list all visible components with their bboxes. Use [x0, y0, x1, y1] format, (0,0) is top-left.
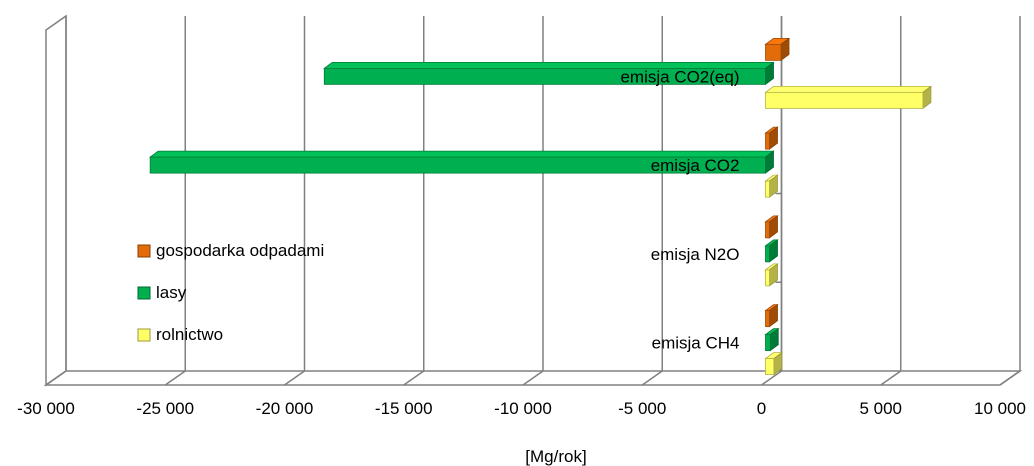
category-label: emisja N2O — [651, 245, 740, 264]
category-labels: emisja CO2(eq) emisja CO2 emisja N2O emisja… — [620, 67, 739, 352]
x-tick-label: 5 000 — [859, 399, 902, 418]
legend-label: gospodarka odpadami — [156, 241, 324, 260]
bar-rolnictwo-3 — [764, 263, 779, 287]
x-tick-label: -5 000 — [618, 399, 666, 418]
x-tick-label: -25 000 — [136, 399, 194, 418]
x-tick-label: 0 — [757, 399, 766, 418]
x-tick-label: -20 000 — [256, 399, 314, 418]
bar-rolnictwo-2 — [764, 174, 779, 198]
category-label: emisja CO2 — [651, 156, 740, 175]
bar-lasy-2 — [148, 150, 775, 174]
bar-lasy-4 — [764, 327, 780, 352]
bar-gospodarka-odpadami-3 — [764, 215, 779, 239]
legend-item: rolnictwo — [137, 325, 223, 344]
x-axis-tick-labels: -30 000 -25 000 -20 000 -15 000 -10 000 -5 00… — [17, 399, 1026, 418]
legend-swatch — [137, 244, 151, 258]
left-wall — [45, 14, 67, 387]
bar-lasy-3 — [764, 239, 779, 263]
x-tick-label: -15 000 — [375, 399, 433, 418]
gridline-floor — [403, 370, 425, 386]
bar-rolnictwo-4 — [764, 351, 784, 376]
legend-label: rolnictwo — [156, 325, 223, 344]
bars — [148, 37, 933, 376]
legend-label: lasy — [156, 283, 187, 302]
bar-gospodarka-odpadami-1 — [764, 37, 791, 62]
gridline-floor — [45, 370, 67, 386]
gridline-floor — [284, 370, 305, 386]
legend-item: gospodarka odpadami — [137, 241, 324, 260]
x-tick-label: -10 000 — [494, 399, 552, 418]
legend-item: lasy — [137, 283, 187, 302]
x-tick-label: -30 000 — [17, 399, 75, 418]
legend-swatch — [137, 286, 151, 300]
x-axis-title: [Mg/rok] — [525, 447, 586, 466]
legend-swatch — [137, 328, 151, 342]
bar-gospodarka-odpadami-2 — [764, 126, 779, 150]
category-label: emisja CO2(eq) — [620, 67, 739, 86]
gridline-floor — [641, 370, 663, 386]
x-tick-label: 10 000 — [974, 399, 1026, 418]
bar-lasy-1 — [323, 61, 775, 86]
gridline-floor — [164, 370, 186, 386]
bar-rolnictwo-1 — [764, 85, 933, 110]
gridline-floor — [999, 370, 1021, 386]
legend: gospodarka odpadami lasy rolnictwo — [137, 241, 324, 344]
category-label: emisja CH4 — [652, 334, 740, 353]
gridline-floor — [880, 370, 902, 386]
gridline-floor — [522, 370, 544, 386]
gridline-floor — [761, 370, 782, 386]
bar-gospodarka-odpadami-4 — [764, 303, 779, 328]
